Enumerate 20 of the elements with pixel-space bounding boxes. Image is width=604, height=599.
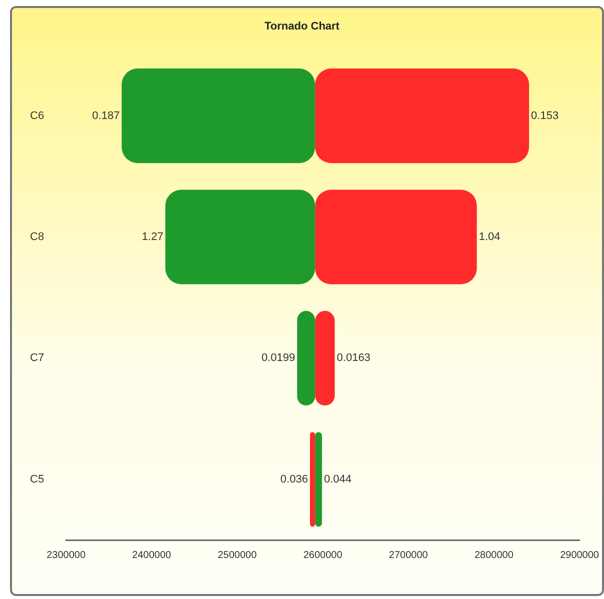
x-tick-label: 2400000 bbox=[132, 550, 172, 561]
x-tick-label: 2800000 bbox=[474, 550, 514, 561]
x-tick-label: 2700000 bbox=[388, 550, 428, 561]
annotation: 0.044 bbox=[324, 473, 352, 486]
x-tick-label: 2900000 bbox=[560, 550, 600, 561]
annotation: 1.27 bbox=[142, 231, 164, 244]
annotation: 0.153 bbox=[531, 110, 559, 122]
x-tick-label: 2500000 bbox=[218, 550, 258, 561]
annotation: 1.04 bbox=[478, 231, 500, 244]
y-tick-label: C6 bbox=[30, 110, 44, 122]
y-tick-label: C7 bbox=[30, 352, 44, 364]
x-tick-label: 2600000 bbox=[303, 550, 343, 561]
annotation: 0.187 bbox=[92, 110, 120, 122]
annotation: 0.0199 bbox=[261, 352, 296, 364]
annotation: 0.0163 bbox=[336, 352, 370, 364]
y-tick-label: C8 bbox=[30, 231, 44, 244]
x-tick-label: 2300000 bbox=[46, 550, 86, 561]
chart-title: Tornado Chart bbox=[264, 20, 340, 33]
y-tick-label: C5 bbox=[30, 473, 44, 486]
annotation: 0.036 bbox=[280, 473, 308, 486]
